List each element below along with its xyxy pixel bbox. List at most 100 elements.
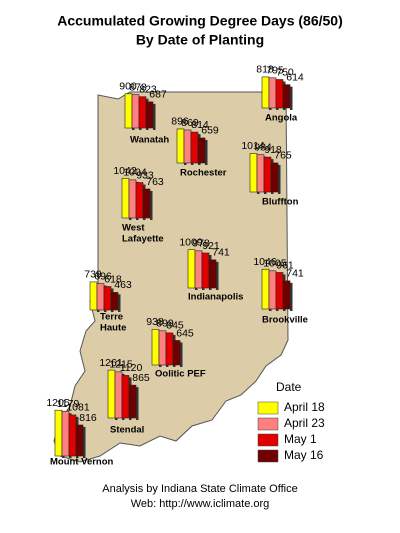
bar-side bbox=[278, 164, 281, 194]
value-label: 878 bbox=[129, 81, 147, 93]
bar-side bbox=[150, 191, 153, 220]
bar bbox=[194, 250, 203, 289]
bar bbox=[138, 96, 147, 129]
value-label: 869 bbox=[181, 117, 199, 129]
bar bbox=[197, 137, 206, 164]
bar bbox=[128, 384, 137, 419]
bar bbox=[128, 179, 137, 219]
bar bbox=[190, 131, 199, 164]
value-label: 814 bbox=[191, 119, 209, 131]
value-label: 614 bbox=[286, 71, 304, 83]
value-label: 845 bbox=[166, 320, 184, 332]
value-label: 1042 bbox=[113, 165, 137, 177]
bar bbox=[249, 153, 258, 193]
legend-swatch bbox=[257, 449, 279, 463]
bar bbox=[282, 84, 291, 109]
bar bbox=[261, 268, 270, 310]
legend-title: Date bbox=[276, 380, 302, 394]
bar-side bbox=[205, 139, 208, 165]
bar bbox=[61, 410, 70, 457]
station-name: Wanatah bbox=[130, 135, 169, 146]
bar-side bbox=[83, 426, 86, 458]
bar bbox=[135, 182, 144, 219]
legend: April 18 April 23 May 1 May 16 bbox=[257, 400, 325, 463]
value-label: 741 bbox=[286, 268, 304, 280]
bar bbox=[89, 281, 98, 311]
value-label: 763 bbox=[146, 176, 164, 188]
legend-swatch bbox=[257, 417, 279, 431]
value-label: 865 bbox=[132, 372, 150, 384]
value-label: 938 bbox=[146, 316, 164, 328]
bar bbox=[263, 156, 272, 193]
value-label: 1120 bbox=[120, 362, 143, 374]
value-label: 739 bbox=[84, 269, 102, 281]
bar bbox=[151, 329, 160, 366]
value-label: 463 bbox=[114, 279, 132, 291]
value-label: 1215 bbox=[109, 359, 133, 371]
station-name: Indianapolis bbox=[188, 292, 243, 303]
station-name: Haute bbox=[100, 323, 126, 334]
station-name: Oolitic PEF bbox=[155, 369, 206, 380]
value-label: 1205 bbox=[46, 397, 70, 409]
station-name: Angola bbox=[265, 113, 298, 124]
value-label: 1005 bbox=[263, 258, 287, 270]
value-label: 961 bbox=[276, 259, 294, 271]
bar bbox=[275, 272, 284, 310]
bar bbox=[158, 330, 167, 366]
value-label: 645 bbox=[176, 327, 194, 339]
bar bbox=[103, 286, 112, 311]
station-name: Brookville bbox=[262, 315, 308, 326]
bar bbox=[176, 128, 185, 164]
bar bbox=[54, 409, 63, 457]
bar bbox=[131, 94, 140, 129]
bar-side bbox=[153, 103, 156, 130]
bar bbox=[142, 188, 151, 219]
bar-side bbox=[290, 282, 293, 311]
bar bbox=[68, 414, 77, 457]
value-label: 1009 bbox=[179, 236, 203, 248]
station-name: West bbox=[122, 223, 145, 234]
bar bbox=[201, 252, 210, 289]
legend-label: April 23 bbox=[284, 416, 325, 430]
value-label: 765 bbox=[274, 150, 292, 162]
bar bbox=[124, 93, 133, 129]
bar bbox=[121, 375, 130, 419]
value-label: 659 bbox=[201, 125, 219, 137]
footer: Web: http://www.iclimate.org bbox=[131, 498, 270, 510]
bar bbox=[75, 424, 84, 457]
value-label: 823 bbox=[139, 84, 157, 96]
title: Accumulated Growing Degree Days (86/50) bbox=[57, 13, 343, 29]
value-label: 618 bbox=[104, 273, 122, 285]
value-label: 1014 bbox=[241, 140, 265, 152]
bar bbox=[275, 79, 284, 109]
bar bbox=[183, 129, 192, 164]
bar bbox=[282, 280, 291, 310]
value-label: 816 bbox=[79, 412, 97, 424]
value-label: 1046 bbox=[253, 256, 277, 268]
value-label: 896 bbox=[171, 116, 189, 128]
bar-side bbox=[136, 387, 139, 420]
bar bbox=[208, 259, 217, 289]
value-label: 1179 bbox=[57, 398, 80, 410]
bar bbox=[107, 369, 116, 419]
legend-swatch bbox=[257, 401, 279, 415]
bar bbox=[256, 154, 265, 193]
value-label: 687 bbox=[149, 89, 167, 101]
value-label: 921 bbox=[202, 240, 220, 252]
value-label: 795 bbox=[266, 65, 284, 77]
station-name: Mount Vernon bbox=[50, 457, 114, 468]
bar-side bbox=[290, 86, 293, 110]
subtitle: By Date of Planting bbox=[136, 32, 264, 48]
bar bbox=[172, 340, 181, 366]
bar bbox=[110, 292, 119, 311]
bar bbox=[270, 162, 279, 193]
bar bbox=[121, 178, 130, 219]
value-label: 900 bbox=[119, 81, 137, 93]
station-name: Bluffton bbox=[262, 197, 299, 208]
indiana-outline bbox=[53, 91, 289, 463]
value-label: 984 bbox=[254, 141, 272, 153]
bar bbox=[187, 249, 196, 289]
value-label: 918 bbox=[264, 144, 282, 156]
